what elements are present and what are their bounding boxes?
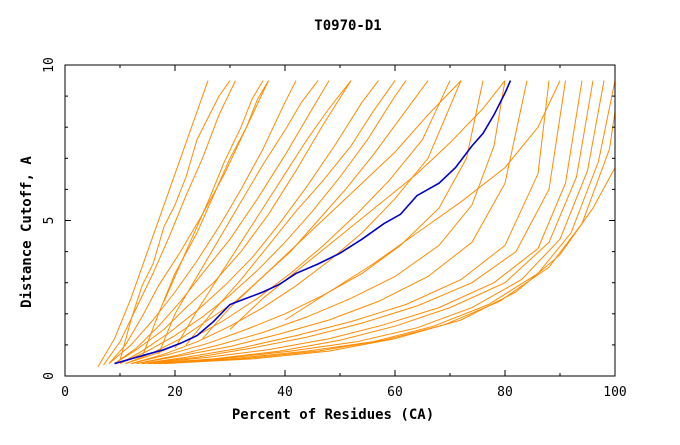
y-axis-label: Distance Cutoff, A — [19, 156, 35, 308]
orange-series-line-8 — [125, 80, 429, 365]
x-tick-label-2: 40 — [277, 385, 293, 400]
orange-series-line-15 — [141, 80, 566, 365]
orange-series-line-25 — [174, 80, 352, 349]
orange-series-line-22 — [119, 80, 231, 361]
chart-title: T0970-D1 — [314, 18, 381, 34]
orange-series-line-5 — [114, 80, 352, 365]
orange-series-line-28 — [163, 80, 264, 302]
orange-series-line-26 — [185, 80, 396, 346]
orange-series-line-12 — [136, 80, 506, 365]
plot-area — [97, 80, 616, 367]
orange-series-line-23 — [141, 80, 269, 358]
orange-series-line-27 — [202, 80, 462, 340]
orange-series-line-6 — [119, 80, 379, 365]
orange-series-line-10 — [130, 80, 462, 365]
orange-series-line-16 — [147, 80, 583, 365]
y-tick-label-1: 5 — [42, 217, 57, 225]
orange-series-line-14 — [141, 80, 550, 365]
y-tick-label-0: 0 — [42, 372, 57, 380]
orange-series-line-18 — [152, 80, 605, 365]
orange-series-line-7 — [119, 80, 407, 365]
orange-series-line-20 — [158, 111, 616, 365]
orange-series-line-19 — [152, 80, 616, 365]
orange-series-line-30 — [284, 80, 561, 321]
x-tick-label-0: 0 — [61, 385, 69, 400]
orange-series-line-3 — [108, 80, 297, 364]
orange-series-line-0 — [97, 80, 209, 367]
orange-series-line-24 — [158, 80, 319, 355]
orange-series-line-21 — [163, 167, 616, 365]
x-tick-label-4: 80 — [497, 385, 513, 400]
axes: 0 20 40 60 80 100 0 5 10 — [42, 57, 627, 400]
orange-series-line-13 — [136, 80, 528, 365]
orange-series-line-1 — [103, 80, 236, 366]
x-tick-label-5: 100 — [603, 385, 626, 400]
x-tick-label-3: 60 — [387, 385, 403, 400]
y-tick-label-2: 10 — [42, 57, 57, 73]
orange-series-line-4 — [114, 80, 330, 365]
orange-series-line-17 — [147, 80, 594, 365]
orange-series-line-29 — [229, 80, 506, 330]
orange-series-line-2 — [108, 80, 269, 364]
x-tick-label-1: 20 — [167, 385, 183, 400]
x-axis-label: Percent of Residues (CA) — [232, 407, 434, 423]
highlight-series-line — [114, 80, 512, 365]
